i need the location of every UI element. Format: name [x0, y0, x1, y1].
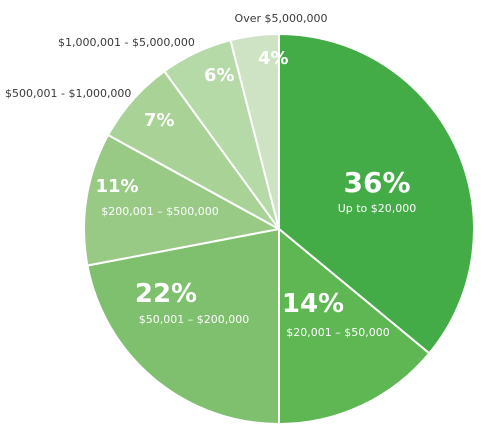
- pie-slice: [83, 134, 280, 267]
- slice-percent-label: 36%: [343, 166, 410, 199]
- slice-category-label: $50,001 – $200,000: [139, 313, 249, 326]
- slice-percent-label: 7%: [144, 110, 175, 131]
- slice-category-label: $1,000,001 - $5,000,000: [58, 36, 195, 49]
- slice-percent-label: 14%: [282, 289, 344, 319]
- pie-slice: [278, 33, 475, 355]
- slice-category-label: $500,001 - $1,000,000: [5, 87, 131, 100]
- slice-percent-label: 11%: [95, 176, 138, 197]
- slice-category-label: $20,001 – $50,000: [286, 326, 389, 339]
- pie-slice: [86, 228, 280, 425]
- slice-category-label: Up to $20,000: [338, 202, 417, 215]
- pie-slice: [229, 33, 280, 230]
- slice-percent-label: 22%: [135, 279, 197, 309]
- slice-category-label: Over $5,000,000: [235, 12, 328, 25]
- slice-percent-label: 6%: [204, 65, 235, 86]
- pie-labels: 36% Up to $20,000 14% $20,001 – $50,000 22% $…: [5, 12, 416, 339]
- pie-slice: [278, 228, 431, 425]
- slice-percent-label: 4%: [258, 48, 289, 69]
- slice-category-label: $200,001 – $500,000: [101, 205, 218, 218]
- pie-slices: [83, 33, 475, 425]
